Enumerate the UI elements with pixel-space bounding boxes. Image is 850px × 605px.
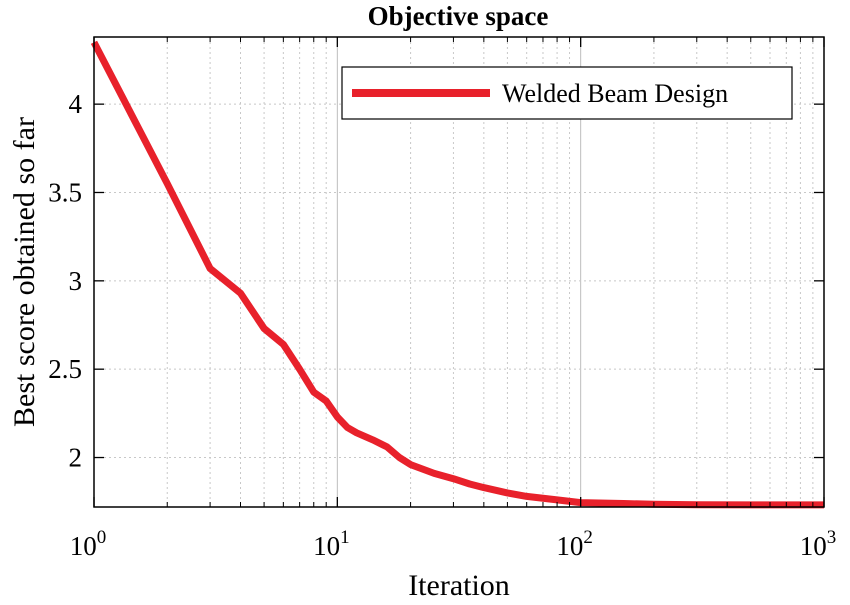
series-layer <box>90 40 824 509</box>
y-tick-label: 2 <box>69 443 83 473</box>
legend-entry-welded-beam-design: Welded Beam Design <box>502 79 728 108</box>
y-tick-label: 3.5 <box>48 177 82 207</box>
axis-ticks <box>93 37 825 507</box>
plot-area-frame <box>93 36 825 508</box>
x-tick-labels: 100 101 102 103 <box>70 527 837 561</box>
y-tick-label: 3 <box>69 266 83 296</box>
y-tick-labels: 2 2.5 3 3.5 4 <box>48 89 82 472</box>
x-axis-label: Iteration <box>408 569 510 602</box>
legend: Welded Beam Design <box>341 66 793 120</box>
x-tick-label: 103 <box>800 527 837 561</box>
x-tick-label: 101 <box>313 527 350 561</box>
y-tick-label: 2.5 <box>48 354 82 384</box>
y-tick-label: 4 <box>69 89 83 119</box>
x-tick-label: 100 <box>70 527 107 561</box>
x-tick-label: 102 <box>556 527 593 561</box>
chart-title: Objective space <box>368 1 549 31</box>
y-axis-label: Best score obtained so far <box>8 117 41 427</box>
series-line-welded-beam-design <box>90 40 824 509</box>
grid-lines <box>94 37 824 507</box>
